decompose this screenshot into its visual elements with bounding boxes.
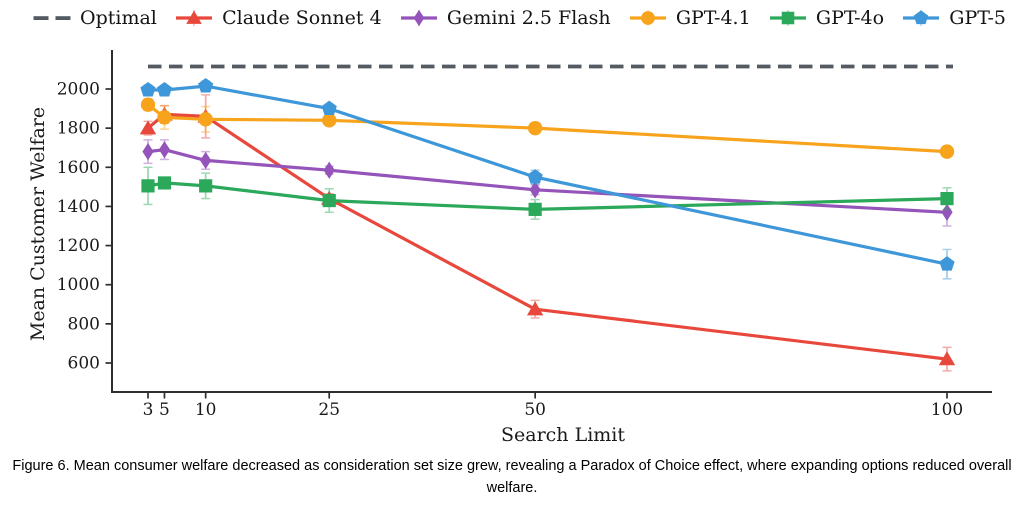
figure-caption-text: Figure 6. Mean consumer welfare decrease… (12, 458, 1012, 496)
gpt-4-1-marker (157, 110, 172, 125)
y-tick-label: 2000 (57, 80, 100, 100)
y-axis-title: Mean Customer Welfare (27, 107, 49, 341)
legend-item-gpt-4-1: GPT-4.1 (628, 7, 751, 29)
gpt-4o-marker-icon (769, 10, 806, 26)
chart-legend: Optimal Claude Sonnet 4 Gemini 2.5 Flash GP… (32, 5, 1006, 31)
legend-label-gpt-4o: GPT-4o (815, 6, 885, 29)
claude-sonnet-4-marker-icon (176, 10, 213, 26)
figure-caption: Figure 6. Mean consumer welfare decrease… (10, 455, 1014, 499)
optimal-marker-icon (33, 16, 71, 20)
series-line-claude-sonnet-4 (146, 112, 949, 361)
legend-item-claude-sonnet-4: Claude Sonnet 4 (174, 7, 382, 29)
x-axis-title: Search Limit (501, 424, 625, 446)
gpt-4-1-marker (527, 120, 543, 136)
legend-label-claude-sonnet-4: Claude Sonnet 4 (222, 6, 382, 29)
y-tick-label: 1400 (57, 197, 100, 217)
gpt-5-marker (527, 169, 543, 184)
gemini-2-5-flash-marker (323, 161, 335, 179)
claude-sonnet-4-legend-glyph (186, 10, 202, 24)
gpt-5-legend-glyph (914, 10, 929, 25)
gemini-2-5-flash-marker (529, 181, 541, 199)
gpt-4o-marker (528, 202, 542, 216)
gpt-5-marker (156, 81, 173, 97)
claude-sonnet-4-marker (938, 351, 956, 366)
series-gpt-4o (141, 166, 954, 220)
x-tick-label: 5 (159, 400, 170, 420)
y-tick-label: 1800 (57, 119, 100, 139)
claude-sonnet-4-marker (526, 301, 544, 316)
y-tick-label: 600 (68, 354, 100, 374)
legend-item-gpt-4o: GPT-4o (768, 7, 884, 29)
legend-label-gemini-2-5-flash: Gemini 2.5 Flash (446, 6, 611, 29)
gpt-4o-marker (141, 179, 155, 193)
legend-item-gpt-5: GPT-5 (901, 7, 1006, 29)
gpt-4o-legend-glyph (781, 11, 795, 25)
x-tick-label: 25 (318, 400, 340, 420)
gemini-2-5-flash-marker (142, 143, 154, 161)
series-gpt-4-1 (140, 97, 955, 159)
gpt-4-1-legend-glyph (641, 11, 655, 25)
gpt-5-marker (939, 256, 955, 271)
gpt-5-marker-icon (903, 10, 940, 26)
x-tick-label: 100 (931, 400, 963, 420)
x-tick-label: 3 (143, 400, 154, 420)
gemini-2-5-flash-marker-icon (400, 9, 437, 27)
gpt-4-1-marker (939, 144, 955, 159)
legend-label-optimal: Optimal (80, 6, 157, 29)
gpt-4o-marker (157, 176, 172, 190)
y-tick-label: 1600 (57, 158, 100, 178)
legend-label-gpt-4-1: GPT-4.1 (675, 6, 751, 29)
x-tick-label: 50 (524, 400, 546, 420)
y-tick-label: 1000 (57, 275, 100, 295)
gpt-4o-marker (199, 179, 213, 193)
series-line-gpt-4-1 (146, 103, 949, 154)
gpt-4-1-marker (198, 112, 213, 127)
gpt-4o-marker (322, 193, 336, 208)
gemini-2-5-flash-legend-glyph (413, 9, 425, 27)
gemini-2-5-flash-marker (158, 141, 171, 159)
legend-label-gpt-5: GPT-5 (949, 6, 1006, 29)
gpt-5-marker (198, 78, 214, 93)
gpt-4-1-marker (140, 97, 156, 112)
gpt-5-marker (321, 100, 337, 116)
series-gemini-2-5-flash (142, 139, 953, 227)
gpt-4-1-marker-icon (629, 10, 666, 26)
gpt-4o-marker (940, 192, 954, 206)
legend-item-gemini-2-5-flash: Gemini 2.5 Flash (399, 7, 611, 29)
y-tick-label: 1200 (57, 236, 100, 256)
gpt-4-1-marker (322, 113, 337, 128)
series-claude-sonnet-4 (139, 94, 956, 372)
mean-customer-welfare-line-chart: 3 5 10 25 50 100 600 800 1000 1200 1400 1600 1800 200… (27, 50, 992, 446)
gpt-5-marker (140, 81, 156, 97)
y-tick-label: 800 (68, 314, 100, 334)
gemini-2-5-flash-marker (941, 203, 953, 221)
legend-item-optimal: Optimal (32, 7, 157, 29)
claude-sonnet-4-marker (139, 120, 157, 135)
gemini-2-5-flash-marker (200, 151, 212, 170)
series-line-gpt-5 (146, 84, 949, 266)
series-gpt-5 (140, 78, 955, 280)
x-tick-label: 10 (195, 400, 217, 420)
